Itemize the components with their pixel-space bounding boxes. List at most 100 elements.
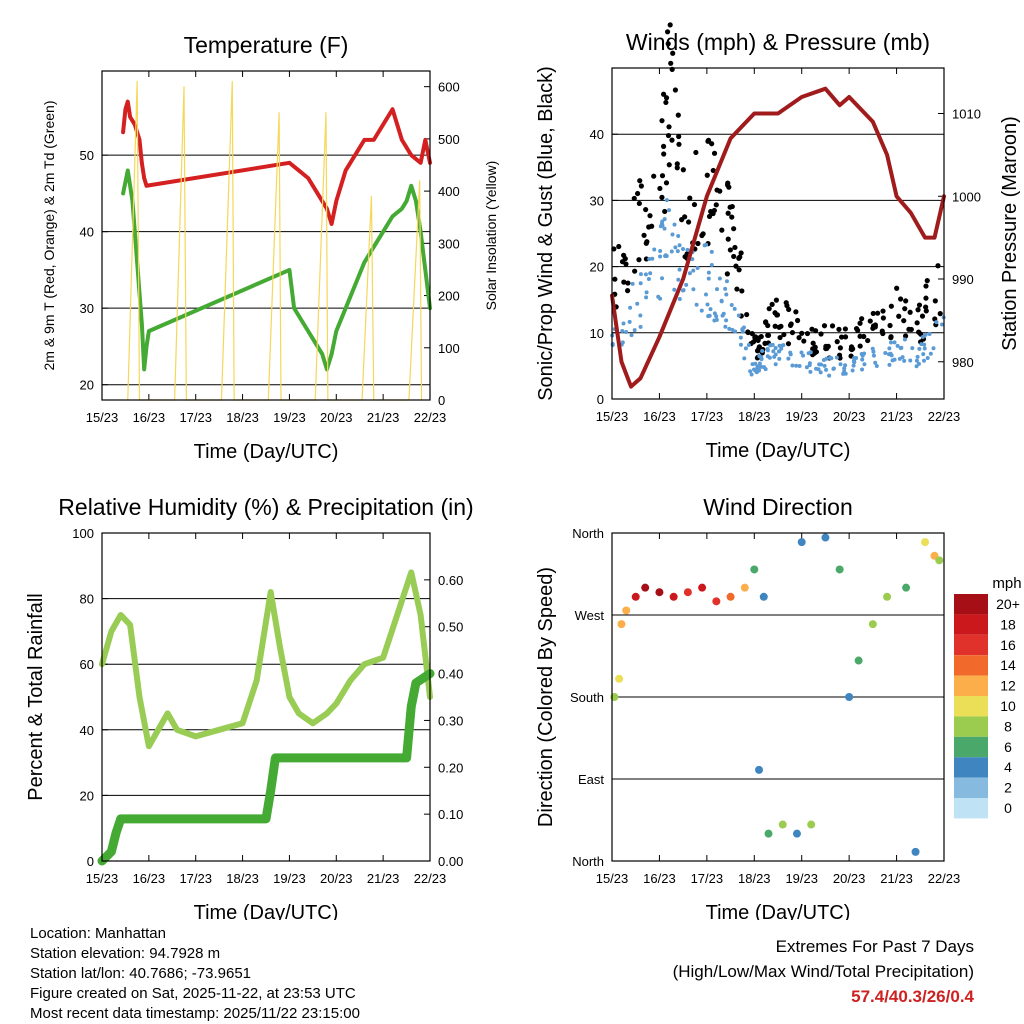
data-point <box>669 137 675 143</box>
data-point <box>674 161 680 167</box>
data-point <box>736 267 742 273</box>
data-point <box>838 334 845 340</box>
x-tick-label: 17/23 <box>691 409 724 424</box>
data-point <box>655 588 664 597</box>
data-point <box>806 351 811 356</box>
data-point <box>733 329 738 334</box>
data-point <box>641 583 650 592</box>
data-point <box>772 323 778 329</box>
data-point <box>749 372 754 377</box>
data-point <box>736 313 741 318</box>
chart-wind_direction: Wind Direction Time (Day/UTC) Direction (C… <box>535 494 1022 920</box>
data-point <box>801 353 806 358</box>
data-point <box>745 329 751 336</box>
data-point <box>725 210 731 216</box>
y-tick-label: 0 <box>597 392 604 407</box>
data-point <box>638 183 644 189</box>
data-point <box>638 324 643 329</box>
x-tick-label: 17/23 <box>691 871 724 886</box>
data-point <box>628 305 633 310</box>
y-axis-label: Sonic/Prop Wind & Gust (Blue, Black) <box>535 66 557 401</box>
data-point <box>880 308 886 314</box>
data-point <box>638 272 643 277</box>
extremes-values: 57.4/40.3/26/0.4 <box>851 987 974 1006</box>
data-point <box>834 339 840 345</box>
y2-tick-label: 0.50 <box>438 620 463 635</box>
data-point <box>660 223 665 228</box>
station-info: Location: Manhattan Station elevation: 9… <box>30 924 360 1024</box>
data-point <box>710 167 716 174</box>
data-point <box>676 141 682 147</box>
data-point <box>617 620 626 629</box>
data-point <box>867 318 873 324</box>
direction-points <box>610 533 944 856</box>
y2-tick-label: 0.00 <box>438 854 463 869</box>
data-point <box>868 620 877 629</box>
data-point <box>709 249 714 254</box>
data-point <box>776 324 782 330</box>
data-point <box>717 276 722 281</box>
data-point <box>732 306 737 311</box>
data-point <box>663 95 670 101</box>
y-tick-label: 80 <box>80 592 94 607</box>
data-point <box>879 328 885 334</box>
data-point <box>915 307 921 313</box>
data-point <box>731 226 737 232</box>
data-point <box>824 356 829 361</box>
data-point <box>931 346 936 351</box>
y2-tick-label: 100 <box>438 341 460 356</box>
data-point <box>888 303 894 309</box>
data-point <box>707 313 712 318</box>
data-point <box>779 343 784 348</box>
plot-frame <box>611 532 945 862</box>
data-point <box>725 180 731 186</box>
data-point <box>939 322 944 327</box>
data-point <box>898 296 904 302</box>
y2-tick-label: 500 <box>438 132 460 147</box>
data-point <box>787 322 794 328</box>
data-point <box>659 194 665 200</box>
data-point <box>888 340 893 345</box>
data-point <box>754 348 761 354</box>
data-point <box>928 351 933 356</box>
data-point <box>892 357 897 362</box>
colorbar-label: 12 <box>1000 678 1016 694</box>
data-point <box>765 348 770 353</box>
data-point <box>695 240 701 247</box>
colorbar-swatch <box>954 777 988 798</box>
data-point <box>812 344 818 350</box>
y2-tick-label: 980 <box>952 355 974 370</box>
data-point <box>698 583 707 592</box>
data-point <box>719 227 725 233</box>
y2-tick-label: 600 <box>438 80 460 95</box>
data-point <box>724 318 729 323</box>
data-point <box>895 343 900 348</box>
y2-tick-label: 0.60 <box>438 573 463 588</box>
data-point <box>676 234 681 239</box>
data-point <box>663 180 670 186</box>
data-point <box>711 150 718 156</box>
data-point <box>916 302 923 308</box>
extremes-subtitle: (High/Low/Max Wind/Total Precipitation) <box>672 962 974 981</box>
data-point <box>857 333 863 339</box>
x-axis-label: Time (Day/UTC) <box>706 440 851 462</box>
colorbar-swatch <box>954 757 988 778</box>
data-point <box>641 232 647 238</box>
data-point <box>773 297 779 303</box>
data-point <box>804 365 809 370</box>
data-point <box>632 328 637 333</box>
data-point <box>923 283 929 289</box>
y2-tick-label: 0.40 <box>438 667 463 682</box>
data-point <box>777 334 783 341</box>
data-point <box>786 356 791 361</box>
data-point <box>870 323 877 329</box>
colorbar-swatch <box>954 634 988 656</box>
data-point <box>917 346 922 351</box>
data-point <box>902 583 911 592</box>
data-point <box>663 253 668 258</box>
data-point <box>765 354 770 359</box>
data-point <box>842 369 847 374</box>
data-point <box>712 597 721 606</box>
x-tick-label: 16/23 <box>133 410 166 425</box>
data-point <box>663 99 669 106</box>
